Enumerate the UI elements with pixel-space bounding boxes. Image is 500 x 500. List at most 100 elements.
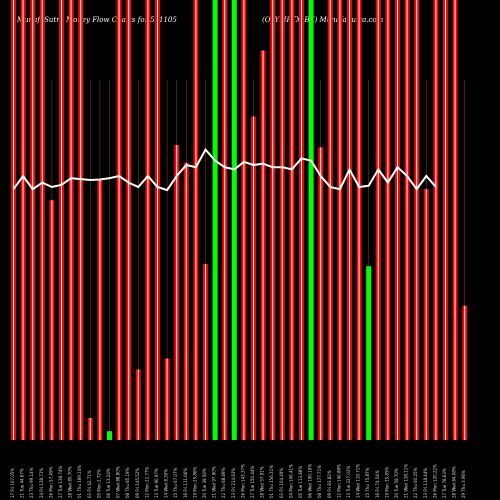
x-tick-label-17: 15 Thu 67.07% [173, 467, 178, 498]
bar-inner-27 [272, 0, 274, 440]
bar-inner-43 [425, 189, 427, 440]
bar-inner-20 [205, 264, 206, 440]
x-tick-label-7: 01 Thu 189.14% [77, 465, 82, 498]
bar-inner-12 [128, 0, 130, 440]
x-tick-label-45: 27 Tue 78.63% [442, 468, 447, 498]
x-tick-label-29: 04 Mon 106.41% [288, 464, 293, 498]
x-tick-label-10: 06 Tue 13.24% [106, 468, 111, 498]
bar-inner-3 [41, 0, 43, 440]
bar-inner-15 [157, 0, 158, 440]
x-tick-label-32: 08 Thu 177.71% [317, 465, 322, 498]
x-tick-label-28: 02 Fri 104.49% [279, 468, 284, 498]
x-tick-label-2: 23 Thu 99.14% [29, 467, 34, 498]
x-tick-label-47: 29 Thu 3.96% [461, 470, 466, 498]
bar-inner-42 [416, 0, 418, 440]
x-tick-label-31: 06 Wed 190.19% [308, 464, 313, 498]
x-tick-label-12: 08 Thu 85.19% [125, 467, 130, 498]
chart-header-left: MunafaSutra Money Flow Charts for 521105 [17, 16, 177, 24]
bar-inner-36 [358, 0, 360, 440]
bar-inner-19 [195, 0, 197, 440]
bar-37 [366, 266, 372, 440]
bar-inner-44 [435, 0, 437, 440]
x-tick-label-41: 21 Wed 138.11% [404, 464, 409, 498]
bar-inner-1 [22, 0, 24, 440]
bar-inner-26 [262, 50, 264, 440]
x-tick-label-39: 19 Mon 35.85% [384, 466, 389, 498]
x-tick-label-3: 24 Fri 138.71% [39, 468, 44, 498]
bar-inner-22 [224, 0, 226, 440]
x-tick-label-33: 09 Fri 83.82% [327, 470, 332, 498]
x-tick-label-25: 27 Tue 150.44% [250, 466, 255, 498]
x-tick-label-44: 26 Mon 120.22% [432, 464, 437, 498]
bar-21 [212, 0, 218, 440]
bar-inner-28 [281, 0, 283, 440]
bar-10 [107, 431, 112, 440]
x-tick-label-22: 22 Thu 68.69% [221, 467, 226, 498]
bar-inner-17 [176, 145, 178, 440]
bar-inner-33 [329, 0, 331, 440]
bar-inner-29 [291, 0, 293, 440]
x-tick-label-15: 13 Tue 90.97% [154, 468, 159, 498]
x-tick-label-6: 28 Wed 85.70% [68, 466, 73, 498]
x-tick-label-24: 26 Mon 143.37% [240, 464, 245, 498]
bar-inner-0 [13, 0, 14, 440]
bar-inner-7 [80, 0, 82, 440]
x-tick-label-43: 23 Fri 118.44% [423, 468, 428, 498]
bar-inner-6 [70, 0, 72, 440]
bar-inner-45 [445, 0, 446, 440]
bar-inner-47 [464, 305, 466, 440]
x-tick-label-14: 12 Mon 22.77% [144, 466, 149, 498]
x-tick-label-9: 05 Mon 2.72% [96, 469, 101, 498]
x-tick-label-19: 19 Mon 25.86% [192, 466, 197, 498]
bar-23 [231, 0, 237, 440]
bar-inner-16 [166, 358, 168, 440]
bar-inner-46 [454, 0, 456, 440]
x-tick-label-36: 14 Wed 119.71% [356, 464, 361, 498]
bar-inner-13 [137, 369, 139, 440]
bar-inner-25 [253, 116, 254, 440]
x-tick-label-23: 23 Fri 214.93% [231, 468, 236, 498]
x-tick-label-4: 26 Mon 57.49% [48, 466, 53, 498]
bar-inner-4 [51, 200, 53, 440]
bar-31 [308, 0, 314, 440]
x-tick-label-35: 13 Tue 227.03% [346, 466, 351, 498]
bar-inner-2 [32, 0, 34, 440]
bar-inner-8 [89, 418, 91, 440]
x-tick-label-0: 17 Fri 107.05% [10, 468, 15, 498]
x-tick-label-13: 09 Fri 145.52% [135, 468, 140, 498]
bar-inner-24 [243, 0, 245, 440]
x-tick-label-40: 20 Tue 59.70% [394, 468, 399, 498]
x-tick-label-27: 01 Thu 156.31% [269, 465, 274, 498]
bar-inner-9 [99, 180, 101, 440]
x-tick-label-16: 14 Wed 8.30% [164, 469, 169, 498]
chart-header-right: (OLYMPTX_BE) MunafaSutra.com [262, 16, 384, 24]
x-tick-label-30: 05 Tue 113.68% [298, 466, 303, 498]
x-tick-label-46: 28 Wed 84.08% [452, 466, 457, 498]
bar-inner-34 [339, 0, 341, 440]
bar-inner-40 [397, 0, 398, 440]
bar-inner-11 [118, 0, 120, 440]
x-tick-label-5: 27 Tue 138.74% [58, 466, 63, 498]
x-tick-label-21: 21 Wed 97.90% [212, 466, 217, 498]
bar-inner-32 [320, 147, 322, 440]
bar-inner-35 [349, 0, 350, 440]
x-tick-label-34: 12 Mon 140.88% [336, 464, 341, 498]
x-tick-label-42: 22 Thu 60.25% [413, 467, 418, 498]
price-line [12, 147, 437, 192]
bar-inner-14 [147, 0, 149, 440]
x-tick-label-8: 02 Fri 42.71% [87, 470, 92, 498]
bar-inner-41 [406, 0, 408, 440]
x-tick-label-1: 21 Tue 44.67% [20, 468, 25, 498]
bar-inner-5 [61, 0, 62, 440]
x-tick-label-26: 28 Wed 57.91% [260, 466, 265, 498]
x-tick-label-11: 07 Wed 88.80% [116, 466, 121, 498]
bar-inner-18 [185, 162, 187, 441]
x-tick-label-37: 15 Thu 75.87% [365, 467, 370, 498]
x-tick-label-38: 16 Fri 74.54% [375, 470, 380, 498]
bar-inner-38 [377, 0, 379, 440]
x-tick-label-18: 16 Fri 111.66% [183, 468, 188, 498]
bar-inner-39 [387, 0, 389, 440]
bar-inner-30 [301, 0, 302, 440]
